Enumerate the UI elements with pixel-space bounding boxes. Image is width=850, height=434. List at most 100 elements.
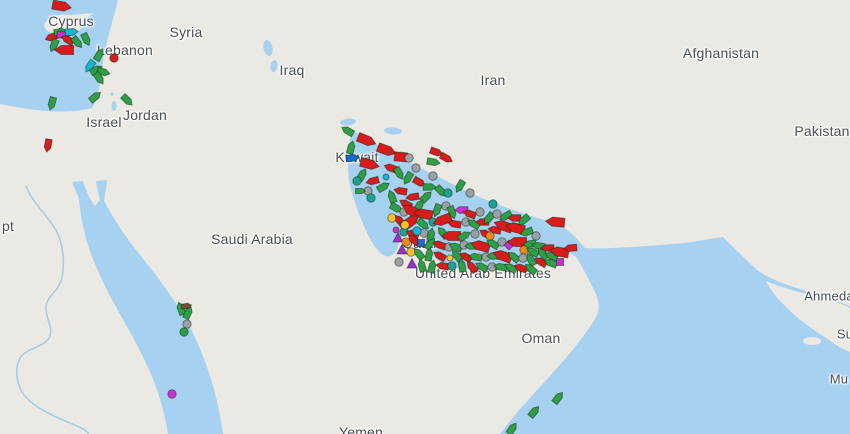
vessel-marker[interactable] — [506, 250, 522, 264]
dot-marker[interactable] — [443, 188, 453, 198]
vessel-marker[interactable] — [375, 181, 391, 194]
vessel-marker[interactable] — [551, 390, 565, 406]
dot-marker[interactable] — [366, 193, 376, 203]
dot-marker[interactable] — [401, 237, 411, 247]
vessel-marker[interactable] — [465, 259, 479, 275]
vessel-marker[interactable] — [411, 175, 427, 188]
dot-marker[interactable] — [394, 257, 404, 267]
vessel-marker[interactable] — [525, 252, 538, 268]
dot-marker[interactable] — [428, 171, 438, 181]
vessel-marker[interactable] — [544, 216, 566, 228]
vessel-marker[interactable] — [536, 246, 550, 262]
dot-marker[interactable] — [488, 199, 498, 209]
dot-marker[interactable] — [167, 389, 177, 399]
vessel-marker[interactable] — [119, 92, 135, 108]
vessel-marker[interactable] — [375, 142, 397, 158]
vessel-marker[interactable] — [405, 192, 420, 202]
vessel-marker[interactable] — [468, 252, 483, 262]
dot-marker[interactable] — [465, 188, 475, 198]
vessel-marker[interactable] — [87, 90, 102, 104]
vessel-marker[interactable] — [438, 151, 454, 164]
vessel-marker[interactable] — [454, 178, 467, 194]
vessel-marker[interactable] — [43, 138, 53, 153]
vessel-marker[interactable] — [432, 212, 454, 228]
vessel-marker[interactable] — [426, 259, 437, 275]
vessel-marker[interactable] — [92, 70, 106, 85]
vessel-marker[interactable] — [47, 95, 58, 111]
triangle-marker[interactable] — [392, 231, 404, 243]
vessel-marker[interactable] — [543, 258, 559, 269]
vessel-marker[interactable] — [492, 248, 514, 264]
vessel-marker[interactable] — [387, 189, 398, 205]
vessel-marker[interactable] — [388, 201, 404, 214]
vessel-marker[interactable] — [563, 243, 578, 252]
square-marker[interactable] — [556, 258, 564, 266]
vessel-marker[interactable] — [358, 156, 381, 171]
dot-marker[interactable] — [518, 253, 528, 263]
dot-marker[interactable] — [497, 237, 507, 247]
dot-marker[interactable] — [392, 226, 400, 234]
dot-marker[interactable] — [470, 229, 480, 239]
dot-marker[interactable] — [447, 261, 457, 271]
vessel-marker[interactable] — [417, 258, 428, 274]
vessel-marker[interactable] — [506, 214, 522, 222]
vessel-marker[interactable] — [181, 305, 194, 321]
vessel-marker[interactable] — [53, 45, 75, 55]
dot-marker[interactable] — [412, 226, 422, 236]
dot-marker[interactable] — [446, 254, 454, 262]
vessel-marker[interactable] — [448, 242, 464, 253]
vessel-marker[interactable] — [355, 188, 367, 194]
vessel-marker[interactable] — [355, 131, 377, 148]
vessel-marker[interactable] — [435, 261, 450, 271]
dot-marker[interactable] — [485, 231, 495, 241]
vessel-marker[interactable] — [539, 244, 555, 252]
vessel-marker[interactable] — [428, 146, 444, 158]
dot-marker[interactable] — [182, 319, 192, 329]
triangle-marker[interactable] — [396, 243, 408, 255]
dot-marker[interactable] — [404, 153, 414, 163]
vessel-marker[interactable] — [527, 404, 541, 420]
vessel-marker[interactable] — [392, 165, 405, 181]
vessel-marker[interactable] — [503, 262, 519, 275]
dot-marker[interactable] — [492, 209, 502, 219]
square-marker[interactable] — [417, 239, 425, 247]
vessel-marker[interactable] — [456, 230, 472, 243]
dot-marker[interactable] — [411, 163, 421, 173]
dot-marker[interactable] — [531, 231, 541, 241]
vessel-marker[interactable] — [60, 34, 76, 47]
vessel-marker[interactable] — [462, 209, 478, 220]
vessel-marker[interactable] — [365, 175, 381, 186]
dot-marker[interactable] — [400, 220, 410, 230]
vessel-marker[interactable] — [412, 208, 434, 221]
vessel-marker[interactable] — [519, 226, 535, 238]
vessel-marker[interactable] — [345, 154, 360, 163]
dot-marker[interactable] — [109, 53, 119, 63]
vessel-marker[interactable] — [447, 219, 462, 229]
vessel-marker[interactable] — [513, 263, 529, 274]
vessel-marker[interactable] — [393, 186, 408, 196]
vessel-marker[interactable] — [415, 217, 430, 231]
dot-marker[interactable] — [475, 207, 485, 217]
vessel-marker[interactable] — [516, 213, 532, 227]
vessel-marker[interactable] — [458, 251, 474, 264]
vessel-marker[interactable] — [92, 47, 105, 63]
vessel-marker[interactable] — [70, 34, 84, 49]
vessel-marker[interactable] — [412, 246, 426, 262]
vessel-marker[interactable] — [424, 247, 434, 262]
vessel-marker[interactable] — [51, 0, 73, 12]
dot-marker[interactable] — [352, 176, 362, 186]
vessel-marker[interactable] — [64, 28, 79, 37]
dot-marker[interactable] — [179, 327, 189, 337]
vessel-marker[interactable] — [523, 262, 539, 276]
vessel-marker[interactable] — [402, 170, 415, 186]
triangle-marker[interactable] — [406, 257, 418, 269]
vessel-marker[interactable] — [432, 250, 448, 263]
dot-marker[interactable] — [406, 247, 416, 257]
vessel-marker[interactable] — [505, 421, 519, 434]
vessel-marker[interactable] — [345, 140, 356, 156]
vessel-marker[interactable] — [470, 239, 492, 254]
vessel-marker[interactable] — [485, 238, 501, 251]
vessel-marker[interactable] — [180, 302, 193, 310]
vessel-marker[interactable] — [533, 256, 549, 269]
